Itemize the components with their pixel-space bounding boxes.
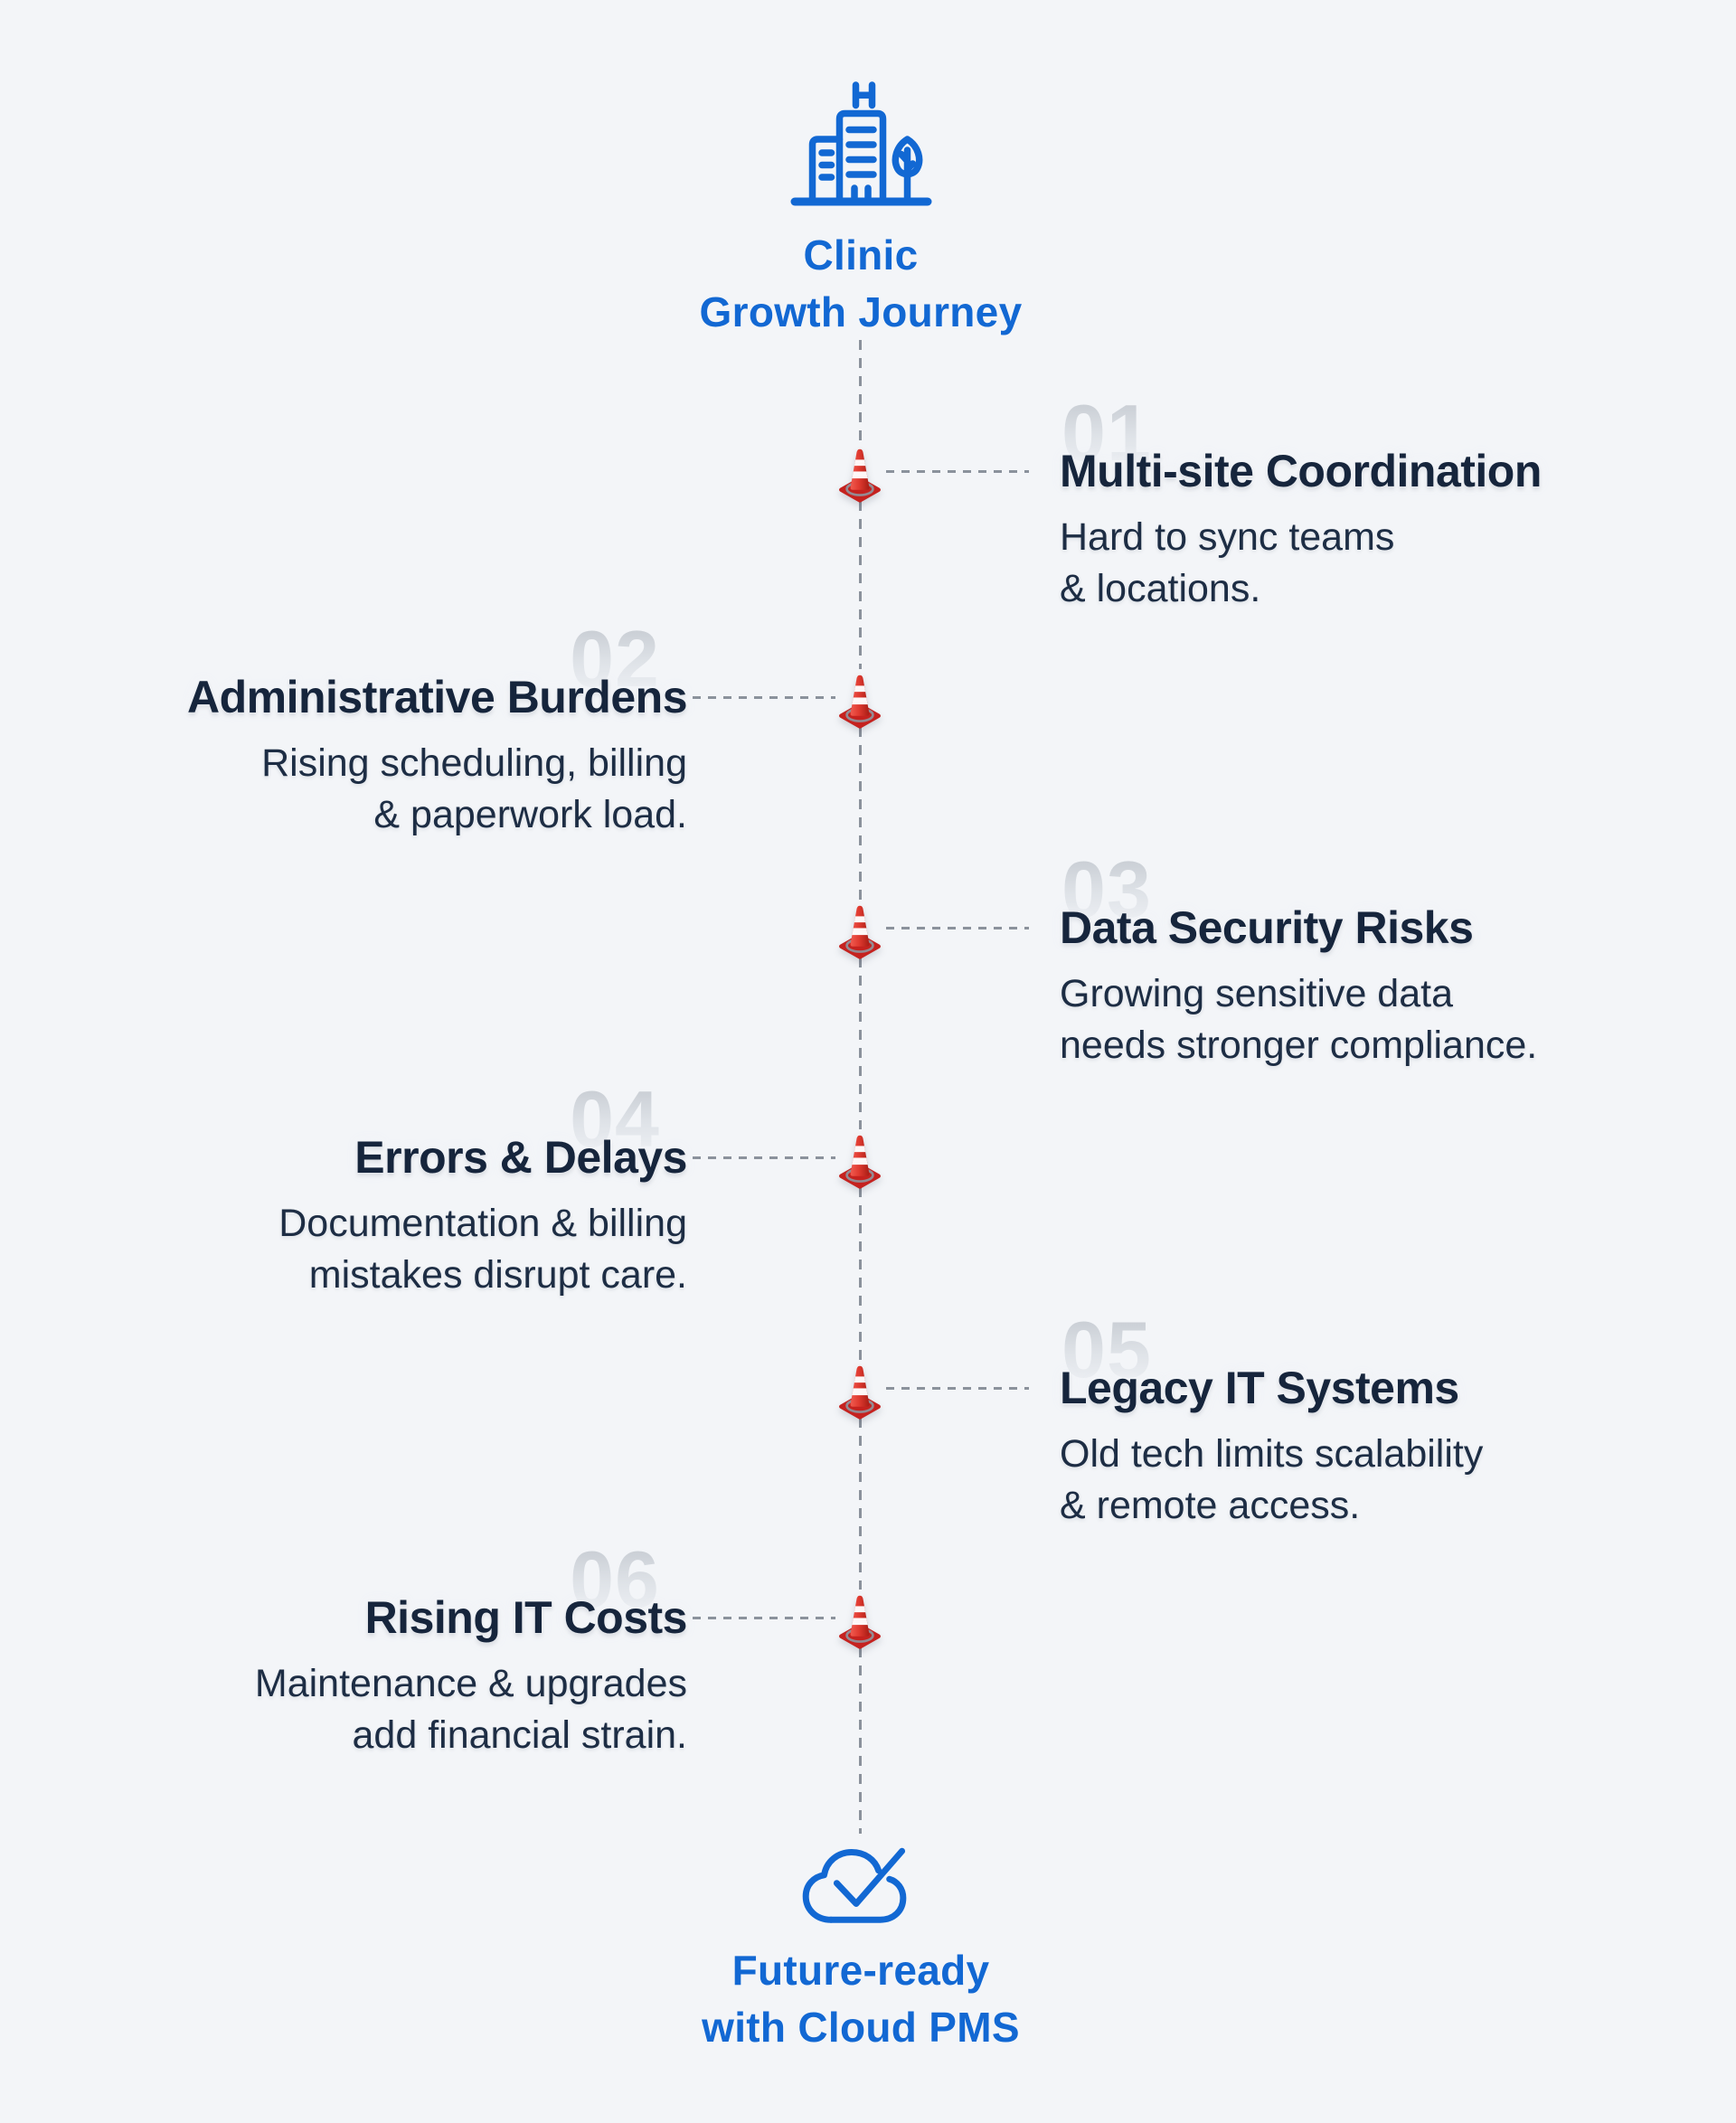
dashed-connector [693,1156,835,1159]
milestone-description: Old tech limits scalability & remote acc… [1060,1429,1638,1532]
milestone-title: Rising IT Costs [364,1592,688,1643]
milestone-description-line: Rising scheduling, billing [261,741,687,785]
journey-start: Clinic Growth Journey [687,80,1034,342]
milestone-01: 01 Multi-site Coordination Hard to sync … [1060,393,1638,615]
milestone-title: Multi-site Coordination [1060,446,1542,496]
milestone-description-line: Documentation & billing [278,1202,687,1245]
milestone-number: 02 [570,614,660,703]
milestone-number: 05 [1061,1305,1152,1394]
milestone-description-line: & paperwork load. [373,792,687,836]
milestone-description-line: & remote access. [1060,1483,1361,1527]
clinic-building-icon [687,80,1034,220]
milestone-03: 03 Data Security Risks Growing sensitive… [1060,850,1638,1071]
journey-start-title-line2: Growth Journey [699,288,1023,336]
timeline-dashed-line [859,1418,862,1590]
milestone-description: Growing sensitive data needs stronger co… [1060,968,1638,1071]
journey-start-title: Clinic Growth Journey [687,227,1034,342]
milestone-description-line: Maintenance & upgrades [254,1662,687,1705]
milestone-description-line: mistakes disrupt care. [308,1252,687,1297]
dashed-connector [886,927,1029,929]
timeline-dashed-line [859,340,862,443]
traffic-cone-icon [835,903,884,960]
timeline-dashed-line [859,1647,862,1834]
dashed-connector [886,470,1029,473]
timeline-dashed-line [859,958,862,1129]
milestone-description-line: add financial strain. [352,1713,688,1757]
milestone-title: Administrative Burdens [186,672,688,722]
milestone-description-line: Growing sensitive data [1060,972,1453,1015]
journey-end-title-line2: with Cloud PMS [702,2004,1020,2052]
milestone-title: Legacy IT Systems [1060,1363,1459,1413]
milestone-number: 03 [1061,844,1152,934]
milestone-description: Hard to sync teams & locations. [1060,512,1638,615]
timeline-dashed-line [859,1187,862,1360]
dashed-connector [886,1387,1029,1390]
journey-end-title-line1: Future-ready [731,1947,990,1994]
traffic-cone-icon [835,673,884,730]
milestone-description-line: needs stronger compliance. [1060,1023,1538,1067]
milestone-title: Data Security Risks [1060,902,1474,953]
journey-start-title-line1: Clinic [803,231,919,278]
milestone-description-line: & locations. [1060,566,1261,610]
traffic-cone-icon [835,1593,884,1650]
timeline-dashed-line [859,727,862,900]
cloud-check-icon [644,1837,1078,1940]
milestone-title: Errors & Delays [354,1132,687,1183]
milestone-04: 04 Errors & Delays Documentation & billi… [72,1080,687,1301]
milestone-05: 05 Legacy IT Systems Old tech limits sca… [1060,1310,1638,1532]
traffic-cone-icon [835,447,884,504]
traffic-cone-icon [835,1363,884,1420]
timeline-dashed-line [859,501,862,669]
dashed-connector [693,1617,835,1619]
milestone-number: 06 [570,1534,660,1624]
milestone-description-line: Hard to sync teams [1060,515,1395,559]
milestone-description: Rising scheduling, billing & paperwork l… [72,738,687,841]
milestone-description: Documentation & billing mistakes disrupt… [72,1198,687,1301]
milestone-description-line: Old tech limits scalability [1060,1432,1484,1476]
journey-end: Future-ready with Cloud PMS [644,1837,1078,2057]
dashed-connector [693,696,835,699]
milestone-number: 01 [1061,388,1152,477]
milestone-02: 02 Administrative Burdens Rising schedul… [72,619,688,841]
milestone-description: Maintenance & upgrades add financial str… [72,1658,687,1761]
traffic-cone-icon [835,1133,884,1190]
milestone-06: 06 Rising IT Costs Maintenance & upgrade… [72,1540,688,1761]
journey-end-title: Future-ready with Cloud PMS [644,1942,1078,2057]
milestone-number: 04 [570,1074,660,1164]
